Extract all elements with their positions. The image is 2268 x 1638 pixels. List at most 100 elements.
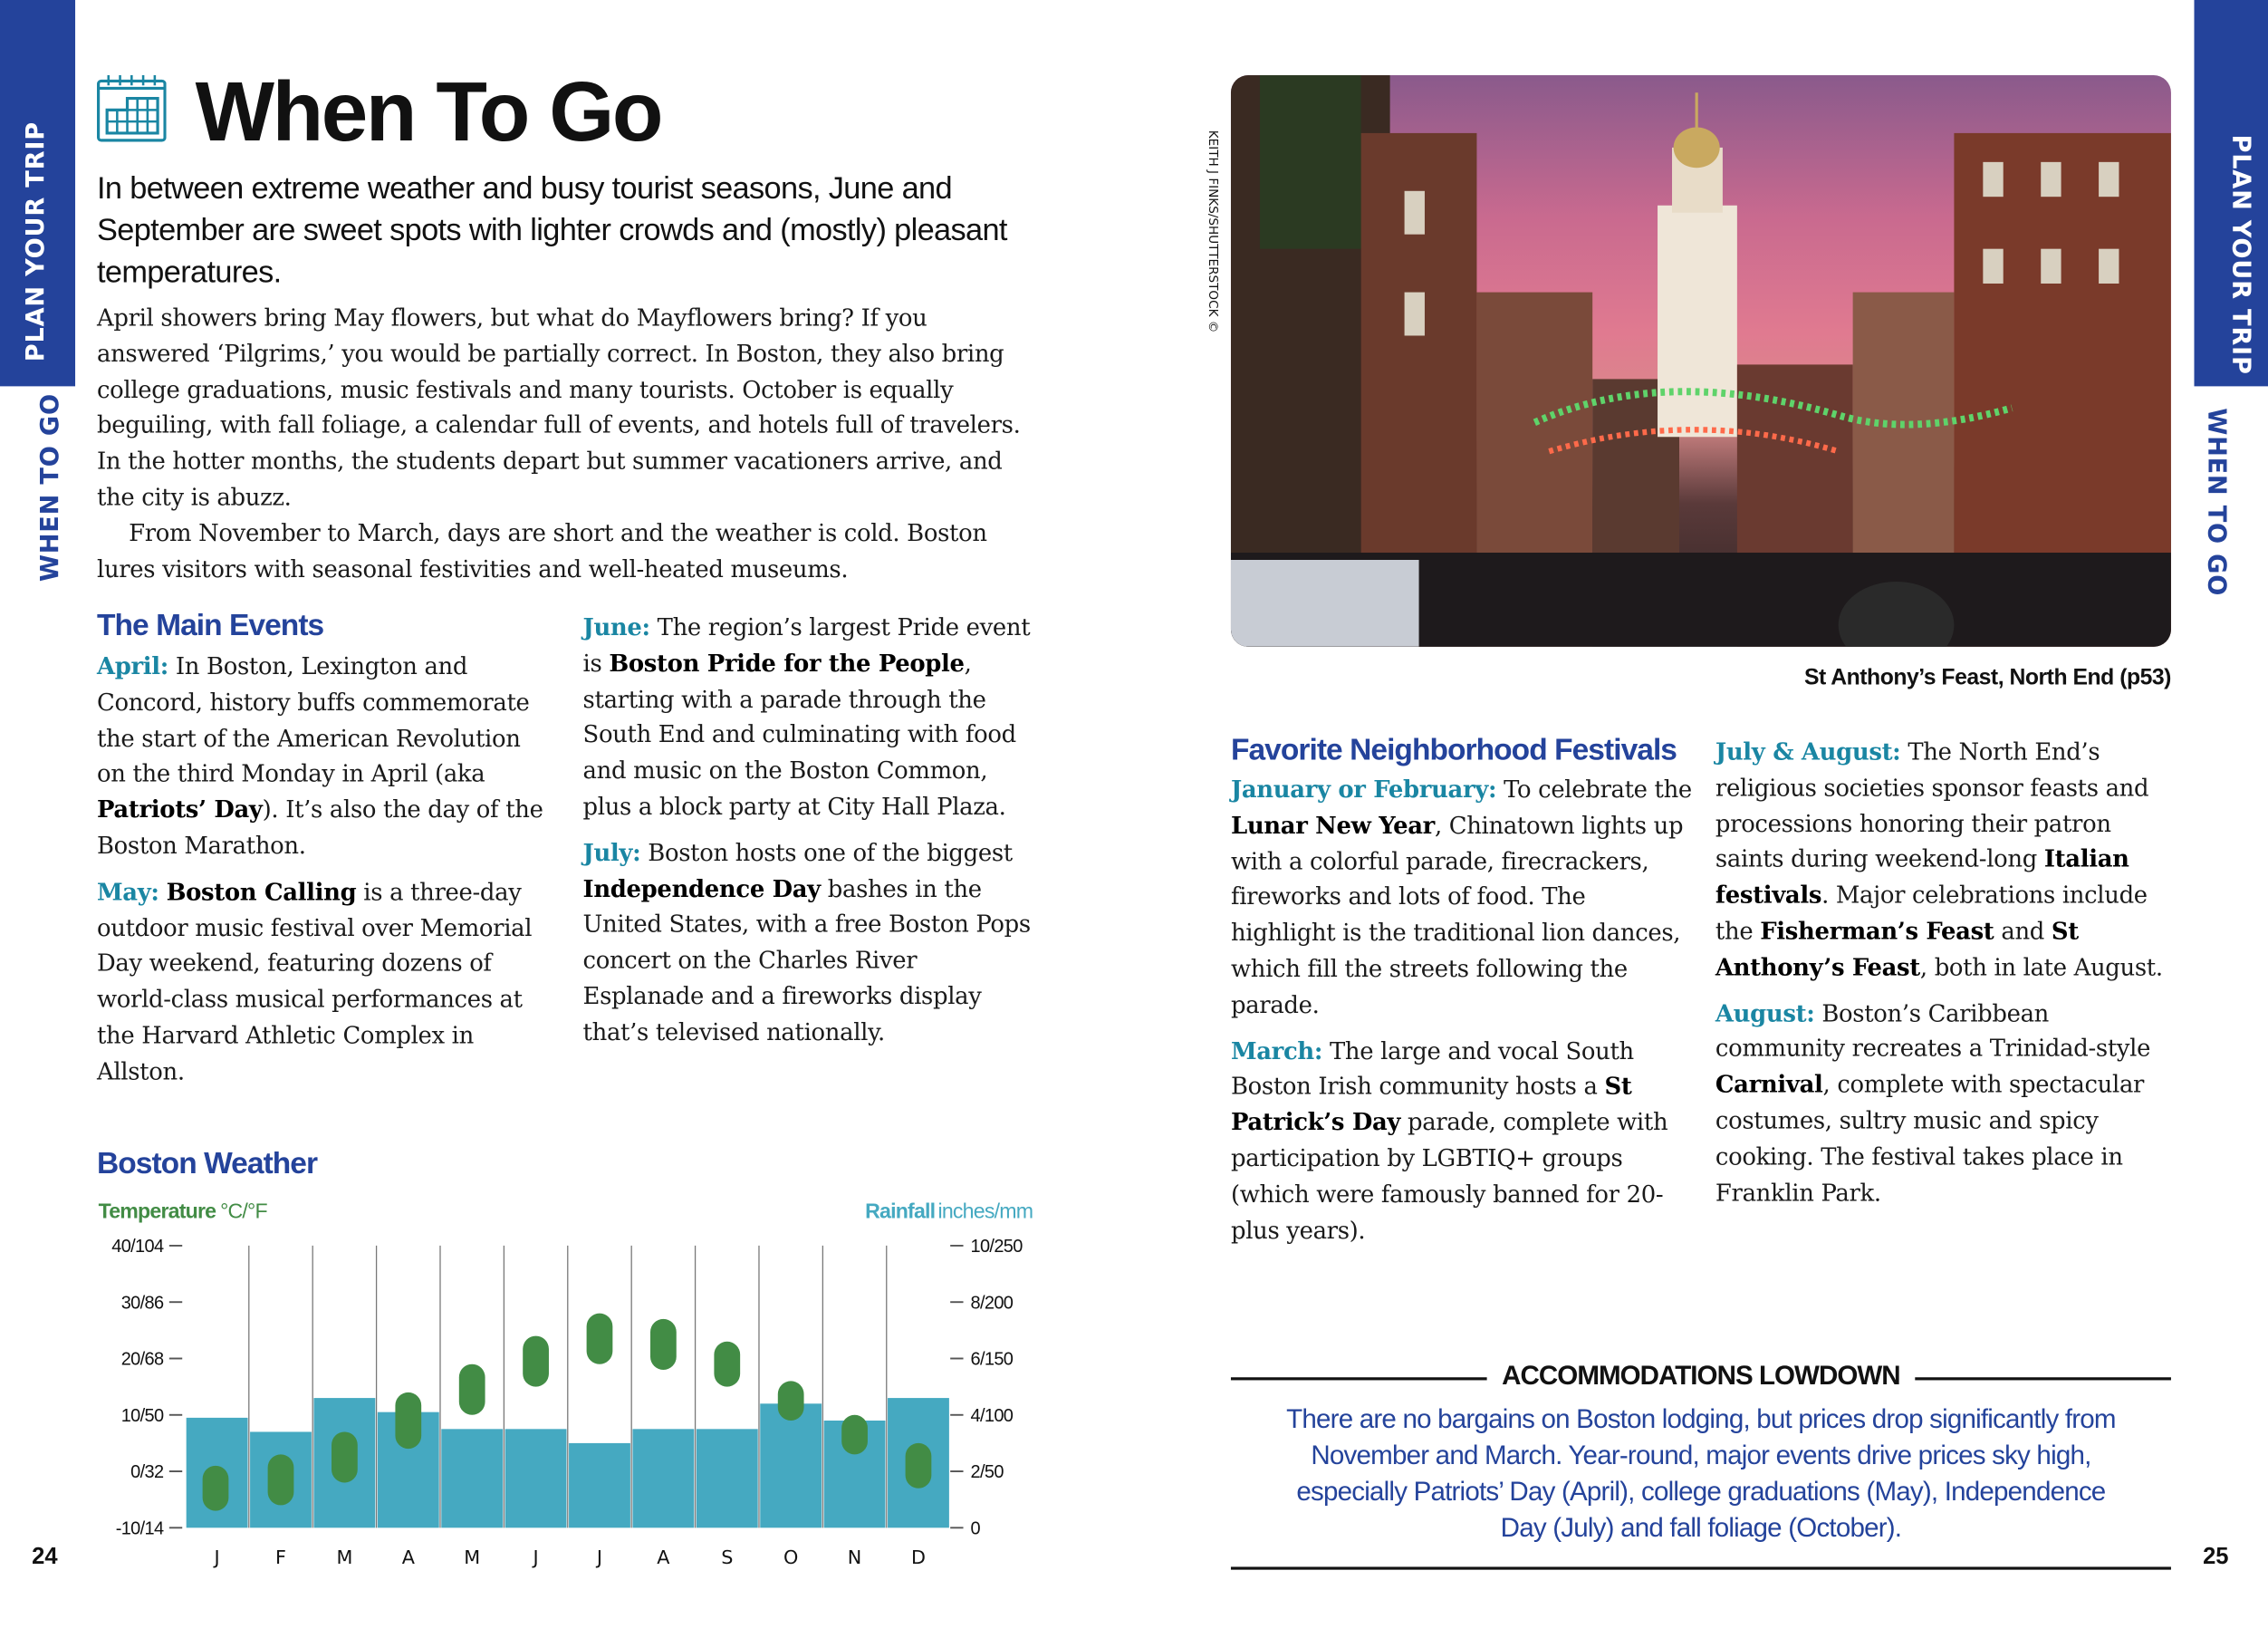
text-run: The region’s largest Pride event is [582,613,1031,678]
highlighted-event: Lunar New Year [1230,811,1435,839]
rainfall-bar [441,1429,504,1528]
festival-photo [1230,75,2171,647]
main-events-column-2: June: The region’s largest Pride event i… [583,611,1034,1051]
photo-caption: St Anthony’s Feast, North End (p53) [1803,665,2171,690]
month-tick-label: J [532,1546,539,1568]
text-run: April showers bring May flowers, but wha… [96,304,1021,511]
weather-chart: Temperature °C/°F Rainfall inches/mm -10/1… [99,1200,1033,1569]
calendar-icon [96,72,167,142]
temperature-range-pill [395,1392,422,1450]
text-run: is a three-day outdoor music festival ov… [96,877,533,1085]
text-run: , starting with a parade through the Sou… [582,649,1017,821]
paragraph: May: Boston Calling is a three-day outdo… [97,875,548,1091]
text-run: and [1994,917,2052,945]
temperature-range-pill [332,1431,358,1483]
temperature-tick-label: 30/86 [121,1293,164,1313]
festivals-heading: Favorite Neighborhood Festivals [1230,733,1677,767]
photo-credit: KEITH J FINKS/SHUTTERSTOCK © [1205,130,1220,333]
temperature-tick-label: 20/68 [121,1350,164,1370]
rainfall-tick-label: 0 [971,1519,981,1539]
highlighted-event: St Patrick’s Day [1230,1072,1632,1136]
highlighted-event: Fisherman’s Feast [1760,917,1994,945]
rainfall-bar [632,1429,695,1528]
rainfall-tick-label: 8/200 [971,1293,1014,1313]
month-tick-label: S [721,1546,733,1568]
temperature-range-pill [650,1318,677,1370]
paragraph: July: Boston hosts one of the biggest In… [583,836,1034,1052]
highlighted-event: Carnival [1715,1070,1823,1099]
text-run: The North End’s religious societies spon… [1715,737,2149,873]
rainfall-bar [505,1429,567,1528]
temperature-range-pill [523,1335,549,1387]
month-tick-label: D [911,1546,926,1568]
text-run: parade, complete with participation by L… [1230,1108,1668,1244]
festivals-column-2: July & August: The North End’s religious… [1715,735,2176,1211]
paragraph: March: The large and vocal South Boston … [1231,1034,1694,1249]
month-tick-label: J [213,1546,220,1568]
text-run: To celebrate the [1496,775,1692,804]
highlighted-event: Italian festivals [1715,845,2129,910]
main-events-column-1: April: In Boston, Lexington and Concord,… [97,650,548,1090]
temperature-range-pill [714,1341,741,1387]
temperature-range-pill [905,1442,932,1489]
page-number-left: 24 [32,1545,58,1570]
page-title: When To Go [195,64,664,159]
month-label: August: [1715,998,1815,1027]
rainfall-bar [569,1442,630,1528]
highlighted-event: St Anthony’s Feast [1715,917,2079,981]
intro-text: April showers bring May flowers, but wha… [97,301,1030,588]
highlighted-event: Boston Pride for the People [609,649,965,678]
text-run: , both in late August. [1919,953,2163,981]
accommodations-box-header: ACCOMMODATIONS LOWDOWN [1230,1360,2171,1392]
temperature-tick-label: -10/14 [116,1519,164,1539]
section-tab-label: PLAN YOUR TRIP [21,121,51,362]
text-run: , Chinatown lights up with a colorful pa… [1230,811,1684,1018]
month-tick-label: O [783,1546,798,1568]
text-run: ). It’s also the day of the Boston Marat… [96,795,543,860]
rainfall-bar [696,1429,758,1528]
temperature-range-pill [841,1414,868,1455]
temperature-range-pill [777,1381,804,1421]
rainfall-bar [760,1403,822,1528]
temperature-tick-label: 40/104 [111,1237,164,1257]
month-label: March: [1230,1036,1323,1065]
temperature-range-pill [267,1454,294,1506]
temperature-range-pill [202,1465,229,1511]
paragraph: April: In Boston, Lexington and Concord,… [97,650,548,865]
month-tick-label: M [464,1546,480,1568]
month-label: April: [96,652,169,680]
paragraph: January or February: To celebrate the Lu… [1231,773,1694,1024]
accommodations-heading: ACCOMMODATIONS LOWDOWN [1487,1360,1915,1392]
temperature-tick-label: 10/50 [121,1406,164,1426]
page-subtitle: In between extreme weather and busy tour… [96,170,1007,290]
month-tick-label: A [657,1546,670,1568]
chapter-tab-label: WHEN TO GO [35,393,65,582]
text-run: , complete with spectacular costumes, su… [1715,1070,2145,1207]
accommodations-text: There are no bargains on Boston lodging,… [1286,1402,2116,1543]
page-number-right: 25 [2203,1545,2229,1570]
text-run: bashes in the United States, with a free… [582,874,1032,1046]
temperature-range-pill [586,1313,613,1364]
month-label: July: [582,838,641,867]
weather-heading: Boston Weather [96,1147,318,1181]
highlighted-event: Patriots’ Day [96,795,263,824]
temperature-axis-label: Temperature °C/°F [99,1200,268,1223]
text-run: Boston hosts one of the biggest [640,838,1013,867]
paragraph: July & August: The North End’s religious… [1715,735,2176,986]
paragraph: June: The region’s largest Pride event i… [583,611,1034,826]
section-tab-label: PLAN YOUR TRIP [2225,134,2255,375]
text-run [159,878,167,905]
highlighted-event: Independence Day [582,874,822,902]
month-label: January or February: [1230,775,1497,804]
temperature-tick-label: 0/32 [130,1462,164,1482]
rainfall-tick-label: 10/250 [971,1237,1023,1257]
month-label: June: [582,613,651,641]
rainfall-tick-label: 6/150 [971,1350,1014,1370]
main-events-heading: The Main Events [96,609,324,643]
month-tick-label: N [848,1546,862,1568]
month-tick-label: J [595,1546,602,1568]
paragraph: August: Boston’s Caribbean community rec… [1715,997,2176,1212]
festivals-column-1: January or February: To celebrate the Lu… [1231,773,1694,1249]
section-tab-left: PLAN YOUR TRIP [0,0,76,387]
